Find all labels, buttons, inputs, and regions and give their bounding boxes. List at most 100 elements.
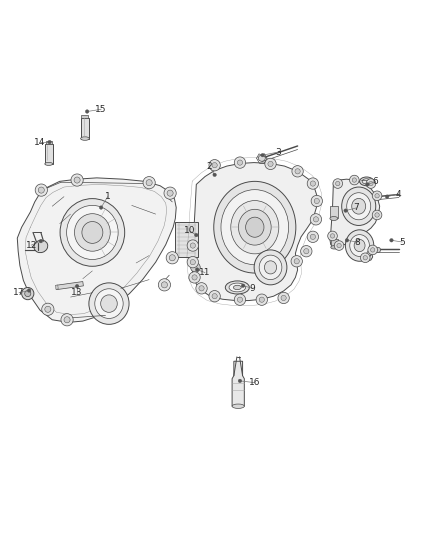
Circle shape xyxy=(237,160,243,165)
Circle shape xyxy=(360,253,370,263)
Text: 10: 10 xyxy=(184,226,195,235)
Bar xyxy=(330,206,338,219)
Circle shape xyxy=(61,313,73,326)
Circle shape xyxy=(187,240,198,251)
Circle shape xyxy=(310,234,315,239)
Ellipse shape xyxy=(360,177,374,185)
Ellipse shape xyxy=(34,240,48,253)
Circle shape xyxy=(48,140,51,144)
Bar xyxy=(331,239,338,247)
Text: 13: 13 xyxy=(71,288,83,297)
Circle shape xyxy=(363,256,367,260)
Circle shape xyxy=(39,239,42,243)
Ellipse shape xyxy=(225,281,249,294)
Circle shape xyxy=(259,297,265,302)
Circle shape xyxy=(294,259,299,264)
Circle shape xyxy=(209,159,220,171)
Circle shape xyxy=(158,279,170,291)
Circle shape xyxy=(190,260,195,265)
Bar xyxy=(55,285,58,289)
Circle shape xyxy=(196,282,207,294)
Ellipse shape xyxy=(246,217,264,237)
Bar xyxy=(81,115,88,118)
Ellipse shape xyxy=(375,195,381,200)
Bar xyxy=(81,118,89,139)
Circle shape xyxy=(278,292,289,304)
Ellipse shape xyxy=(231,200,279,254)
Text: 5: 5 xyxy=(399,238,405,247)
Ellipse shape xyxy=(347,193,371,220)
Circle shape xyxy=(375,193,379,198)
Circle shape xyxy=(191,263,200,272)
Circle shape xyxy=(38,187,44,193)
Ellipse shape xyxy=(331,246,338,249)
Circle shape xyxy=(167,190,173,196)
Circle shape xyxy=(385,195,389,198)
Circle shape xyxy=(261,154,265,157)
Ellipse shape xyxy=(95,289,123,318)
Circle shape xyxy=(190,243,195,248)
Ellipse shape xyxy=(259,255,282,280)
Circle shape xyxy=(366,183,369,186)
Ellipse shape xyxy=(233,285,241,289)
Ellipse shape xyxy=(229,283,246,292)
Ellipse shape xyxy=(214,181,296,273)
Circle shape xyxy=(237,297,243,302)
Circle shape xyxy=(310,181,315,186)
Circle shape xyxy=(372,210,382,220)
Ellipse shape xyxy=(342,187,376,225)
Circle shape xyxy=(281,295,286,301)
Circle shape xyxy=(344,209,347,212)
Circle shape xyxy=(42,303,54,316)
Text: 16: 16 xyxy=(249,378,261,387)
Circle shape xyxy=(291,256,302,267)
Circle shape xyxy=(71,174,83,186)
Circle shape xyxy=(195,268,199,271)
Circle shape xyxy=(371,248,375,252)
Circle shape xyxy=(352,178,357,182)
Bar xyxy=(56,281,83,289)
Polygon shape xyxy=(192,163,317,301)
Circle shape xyxy=(209,290,220,302)
Text: 8: 8 xyxy=(354,238,360,247)
Circle shape xyxy=(241,284,245,287)
Circle shape xyxy=(307,231,318,243)
Ellipse shape xyxy=(60,199,125,266)
Ellipse shape xyxy=(81,137,89,140)
Circle shape xyxy=(212,294,217,299)
Circle shape xyxy=(25,290,31,297)
Circle shape xyxy=(234,294,246,305)
Polygon shape xyxy=(330,179,380,261)
Circle shape xyxy=(366,179,376,188)
Ellipse shape xyxy=(265,261,277,274)
Ellipse shape xyxy=(254,250,287,285)
Circle shape xyxy=(304,248,309,254)
Text: 9: 9 xyxy=(250,284,255,293)
Ellipse shape xyxy=(74,214,110,251)
Ellipse shape xyxy=(67,205,118,260)
Ellipse shape xyxy=(346,230,374,261)
Text: 6: 6 xyxy=(372,177,378,187)
Ellipse shape xyxy=(375,247,381,253)
Circle shape xyxy=(199,286,204,291)
Text: 11: 11 xyxy=(199,268,211,277)
Circle shape xyxy=(372,191,382,200)
Circle shape xyxy=(75,285,79,288)
Ellipse shape xyxy=(45,163,53,165)
Ellipse shape xyxy=(101,295,117,312)
Bar xyxy=(45,144,53,164)
Circle shape xyxy=(292,166,303,177)
Circle shape xyxy=(375,213,379,217)
Circle shape xyxy=(74,177,80,183)
Ellipse shape xyxy=(362,179,371,184)
Circle shape xyxy=(265,158,276,169)
Circle shape xyxy=(238,379,242,383)
Circle shape xyxy=(310,214,321,225)
Circle shape xyxy=(268,161,273,166)
Circle shape xyxy=(333,179,343,188)
Circle shape xyxy=(192,275,197,280)
Circle shape xyxy=(85,110,89,113)
Circle shape xyxy=(146,180,152,185)
Ellipse shape xyxy=(232,404,244,408)
Circle shape xyxy=(194,233,198,237)
